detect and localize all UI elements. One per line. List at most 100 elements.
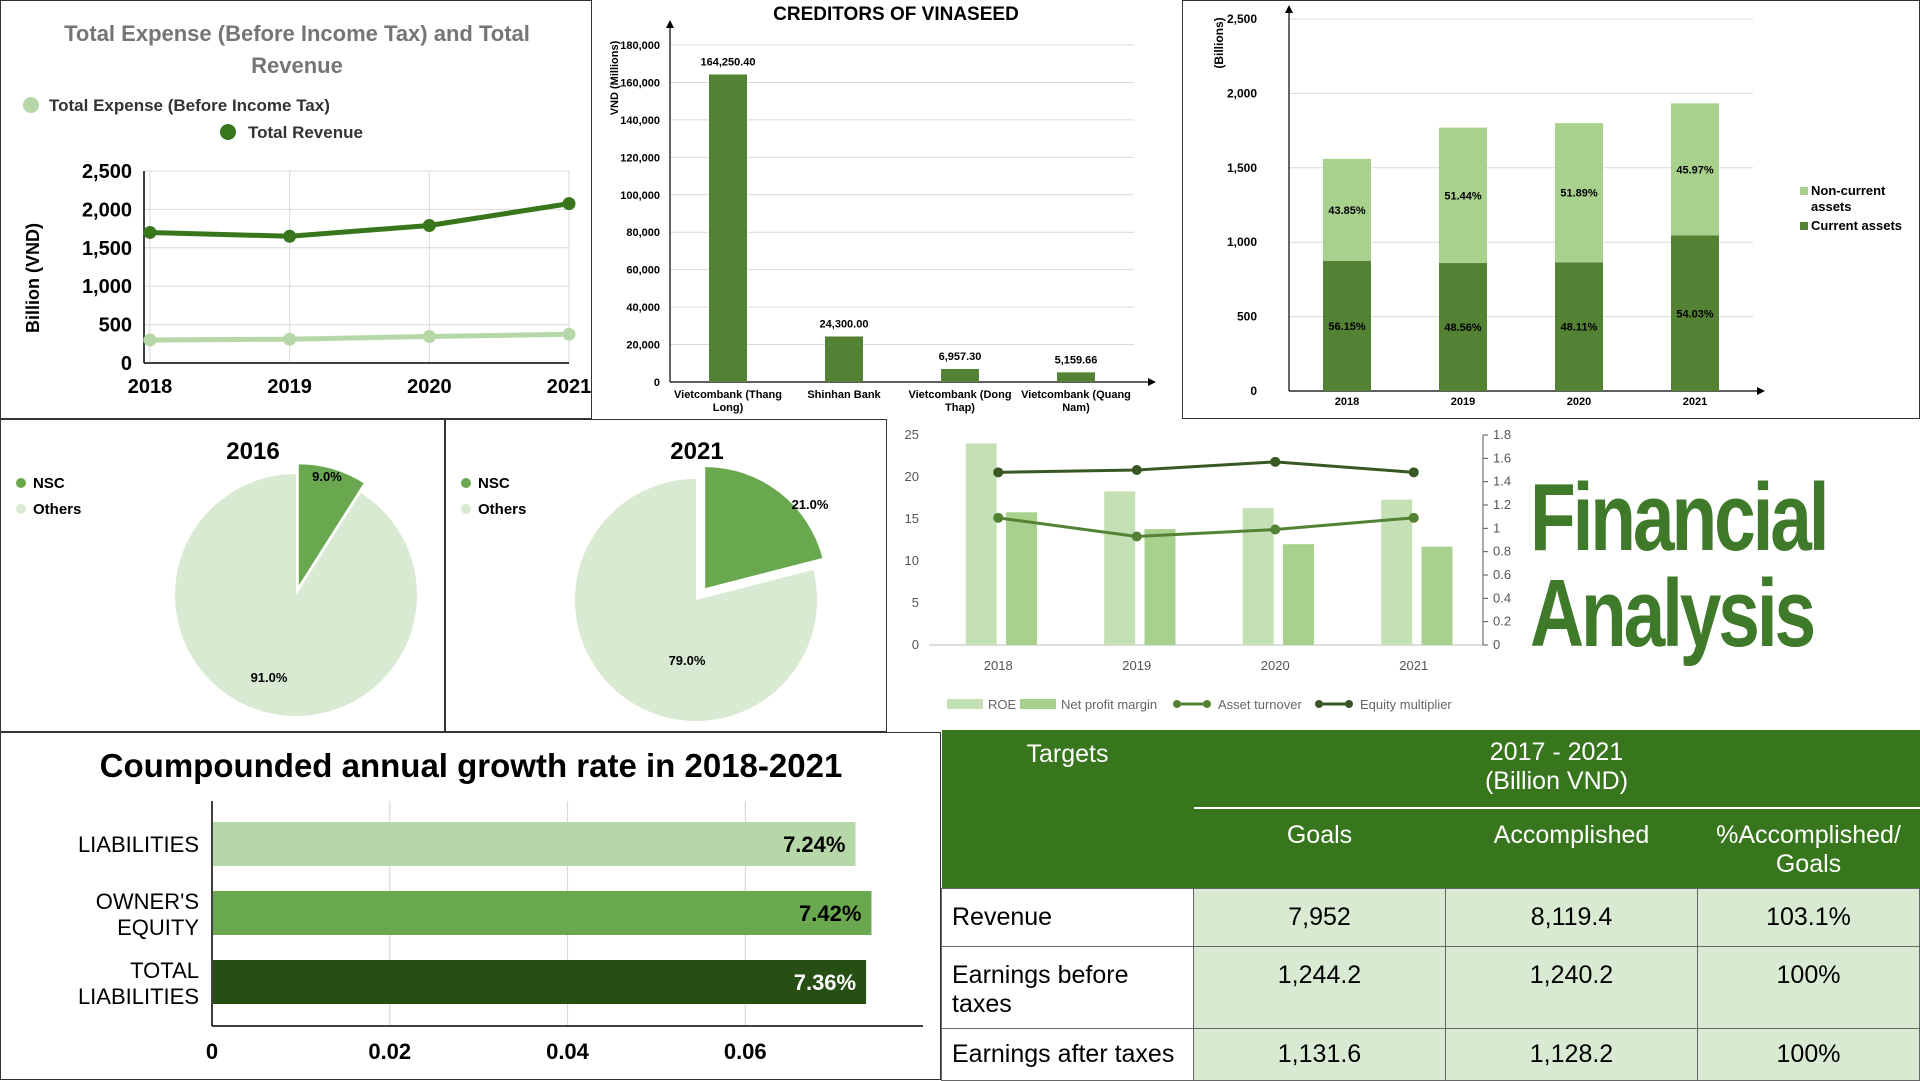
x-tick-label: Thap) bbox=[945, 402, 975, 414]
cell-goals: 1,244.2 bbox=[1193, 945, 1446, 1029]
legend-npm-label: Net profit margin bbox=[1061, 697, 1157, 712]
bar-segment bbox=[1439, 263, 1487, 391]
cell-pct: 100% bbox=[1697, 945, 1920, 1029]
bar bbox=[213, 822, 856, 866]
legend-others-label: Others bbox=[478, 501, 526, 518]
data-point bbox=[1131, 531, 1142, 542]
y-tick-label-right: 1.2 bbox=[1493, 497, 1511, 512]
y-tick-label: 0 bbox=[1250, 384, 1257, 398]
data-point bbox=[1270, 456, 1281, 467]
data-point bbox=[1270, 524, 1281, 535]
data-point bbox=[283, 229, 297, 243]
y-tick-label: 140,000 bbox=[620, 115, 660, 127]
row-label-line-1: Revenue bbox=[952, 902, 1053, 931]
data-point bbox=[1408, 512, 1419, 523]
y-axis-label: (Billions) bbox=[1212, 17, 1226, 68]
legend-noncurrent-marker bbox=[1800, 187, 1808, 195]
data-point bbox=[143, 225, 157, 239]
expense-revenue-line-chart: Total Expense (Before Income Tax) and To… bbox=[23, 21, 591, 398]
row-label-line-2: taxes bbox=[952, 989, 1012, 1018]
bar bbox=[1421, 546, 1453, 645]
data-label: 43.85% bbox=[1328, 205, 1366, 217]
data-label: 91.0% bbox=[251, 670, 288, 685]
series-line bbox=[998, 460, 1414, 474]
y-tick-label-left: 5 bbox=[912, 595, 919, 610]
x-tick-label: 2021 bbox=[1399, 658, 1428, 673]
legend-nsc-marker bbox=[461, 478, 471, 488]
pie-slice bbox=[298, 464, 364, 586]
bar-segment bbox=[1671, 103, 1719, 236]
x-tick-label: 2020 bbox=[1567, 396, 1591, 408]
cell-pct: 100% bbox=[1697, 1027, 1920, 1081]
cell-goals: 1,131.6 bbox=[1193, 1027, 1446, 1081]
data-point bbox=[993, 512, 1004, 523]
data-label: 6,957.30 bbox=[939, 351, 982, 363]
data-point bbox=[1131, 465, 1142, 475]
y-tick-label: OWNER'S bbox=[96, 889, 199, 914]
assets-panel: (Billions) Non-current assets Current as… bbox=[1182, 0, 1920, 419]
legend-nsc-label: NSC bbox=[478, 475, 510, 492]
row-label-line-1: Earnings after taxes bbox=[952, 1039, 1175, 1068]
legend-expense-marker bbox=[23, 97, 39, 113]
y-tick-label: 1,000 bbox=[82, 276, 132, 298]
y-tick-label: 500 bbox=[99, 315, 132, 337]
bar bbox=[1006, 512, 1037, 645]
y-axis-arrow bbox=[1285, 5, 1293, 13]
y-tick-label: 0 bbox=[121, 353, 132, 375]
bar bbox=[213, 891, 872, 935]
data-label: 9.0% bbox=[312, 469, 342, 484]
table-row: Earnings before taxes 1,244.2 1,240.2 10… bbox=[941, 945, 1920, 1029]
cell-accomplished: 1,240.2 bbox=[1445, 945, 1698, 1029]
series-line bbox=[149, 201, 570, 239]
data-point bbox=[1408, 467, 1419, 478]
data-point bbox=[143, 333, 157, 347]
bar-segment bbox=[1555, 262, 1603, 391]
header-goals-label: Goals bbox=[1286, 821, 1353, 849]
data-point bbox=[283, 332, 297, 346]
legend-others-marker bbox=[461, 504, 471, 514]
x-tick-label: 2020 bbox=[407, 376, 452, 398]
x-tick-label: Vietcombank (Quang bbox=[1021, 389, 1131, 401]
y-tick-label: 2,500 bbox=[82, 161, 132, 183]
y-tick-label-right: 0 bbox=[1493, 637, 1500, 652]
row-label: Earnings after taxes bbox=[941, 1027, 1194, 1081]
x-tick-label: 0.02 bbox=[368, 1039, 411, 1064]
chart-title: 2016 bbox=[226, 438, 279, 465]
bar bbox=[1104, 491, 1136, 645]
series-line bbox=[998, 516, 1414, 539]
y-tick-label-right: 0.4 bbox=[1493, 590, 1511, 605]
bar bbox=[1057, 372, 1095, 382]
bar bbox=[825, 336, 863, 382]
data-label: 56.15% bbox=[1328, 321, 1366, 333]
x-tick-label: 2018 bbox=[984, 658, 1013, 673]
header-period-line-1: 2017 - 2021 bbox=[1489, 738, 1624, 766]
y-tick-label: 60,000 bbox=[626, 265, 660, 277]
x-tick-label: 2021 bbox=[1683, 396, 1707, 408]
pie-slice bbox=[705, 467, 823, 589]
legend-others-label: Others bbox=[33, 501, 81, 518]
header-targets: Targets bbox=[941, 730, 1194, 888]
hero-title-line-1: Financial bbox=[1530, 464, 1830, 571]
y-tick-label-left: 0 bbox=[912, 637, 919, 652]
legend-nsc-label: NSC bbox=[33, 475, 65, 492]
pie-2021-panel: 2021 NSC Others 21.0% 79.0% bbox=[445, 419, 887, 732]
creditors-panel: CREDITORS OF VINASEED VND (Millions) 0 20… bbox=[592, 0, 1160, 419]
legend-at-marker bbox=[1173, 700, 1181, 708]
row-label-line-1: Earnings before bbox=[952, 960, 1129, 989]
legend-revenue-marker bbox=[220, 124, 236, 140]
y-tick-label: 1,500 bbox=[82, 238, 132, 260]
y-tick-label: 2,500 bbox=[1227, 12, 1257, 26]
creditors-bar-chart: CREDITORS OF VINASEED VND (Millions) 0 20… bbox=[609, 4, 1156, 414]
y-tick-label: EQUITY bbox=[117, 915, 199, 940]
y-tick-label: 20,000 bbox=[626, 340, 660, 352]
x-tick-label: Vietcombank (Dong bbox=[908, 389, 1011, 401]
data-label: 7.36% bbox=[794, 970, 856, 995]
data-label: 21.0% bbox=[792, 497, 829, 512]
data-label: 79.0% bbox=[669, 653, 706, 668]
financial-ratios-combo-chart: 0 5 10 15 20 25 0 0.2 0.4 0.6 0.8 1 1.2 1.4 1.6 1.8 2018… bbox=[905, 427, 1512, 712]
data-label: 5,159.66 bbox=[1055, 354, 1098, 366]
y-axis-label: VND (Millions) bbox=[609, 40, 621, 115]
legend-noncurrent-label-1: Non-current bbox=[1811, 183, 1886, 198]
header-period: 2017 - 2021 (Billion VND) bbox=[1193, 730, 1920, 809]
y-tick-label-right: 1.4 bbox=[1493, 474, 1511, 489]
